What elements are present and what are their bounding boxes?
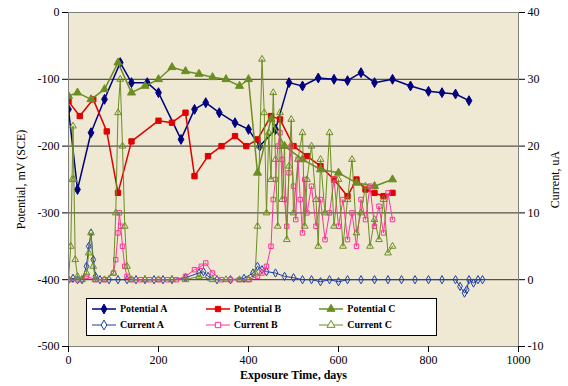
svg-text:0: 0 bbox=[528, 273, 534, 287]
svg-text:Exposure Time, days: Exposure Time, days bbox=[240, 368, 347, 382]
svg-text:600: 600 bbox=[330, 353, 348, 367]
html-text:Potential B: Potential B bbox=[233, 303, 282, 315]
svg-text:20: 20 bbox=[528, 139, 540, 153]
svg-text:40: 40 bbox=[528, 5, 540, 19]
svg-text:-100: -100 bbox=[38, 72, 60, 86]
svg-text:30: 30 bbox=[528, 72, 540, 86]
html-text:Potential C: Potential C bbox=[347, 303, 396, 315]
svg-text:0: 0 bbox=[54, 5, 60, 19]
html-text:Current C: Current C bbox=[347, 319, 392, 331]
svg-text:10: 10 bbox=[528, 206, 540, 220]
svg-text:1000: 1000 bbox=[507, 353, 531, 367]
svg-text:800: 800 bbox=[420, 353, 438, 367]
svg-text:Current, uA: Current, uA bbox=[548, 151, 562, 209]
html-text:Potential A: Potential A bbox=[120, 303, 168, 315]
svg-text:Potential, mV (SCE): Potential, mV (SCE) bbox=[14, 130, 28, 229]
svg-text:-500: -500 bbox=[38, 339, 60, 353]
svg-text:200: 200 bbox=[150, 353, 168, 367]
svg-text:-400: -400 bbox=[38, 273, 60, 287]
svg-text:-10: -10 bbox=[528, 339, 544, 353]
svg-text:0: 0 bbox=[66, 353, 72, 367]
svg-text:-300: -300 bbox=[38, 206, 60, 220]
html-text:Current A: Current A bbox=[120, 319, 164, 331]
html-text:Current B: Current B bbox=[233, 319, 278, 331]
svg-text:-200: -200 bbox=[38, 139, 60, 153]
svg-text:400: 400 bbox=[240, 353, 258, 367]
